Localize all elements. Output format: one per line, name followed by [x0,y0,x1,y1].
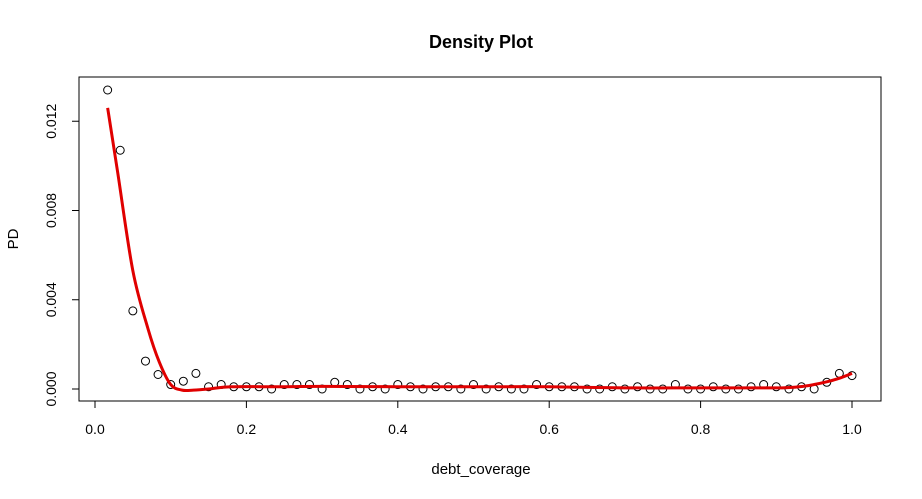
data-point [393,380,403,390]
x-tick-label: 0.6 [539,421,559,437]
data-point [140,356,150,366]
data-point [166,380,176,390]
data-point [481,384,491,394]
data-point [191,368,201,378]
x-tick-label: 0.2 [237,421,257,437]
plot-frame [78,76,882,402]
data-point [582,384,592,394]
y-axis-label: PD [5,228,22,249]
data-point [304,380,314,390]
x-tick-label: 0.0 [85,421,105,437]
y-axis: 0.000 0.004 0.008 0.012 [43,104,80,407]
data-point [204,382,214,392]
y-tick-label: 0.000 [43,371,59,406]
data-point [128,306,138,316]
x-axis-label: debt_coverage [431,461,530,478]
y-tick-label: 0.012 [43,104,59,139]
data-point [519,384,529,394]
data-point [532,380,542,390]
x-tick-label: 0.4 [388,421,408,437]
smooth-line [106,107,853,393]
data-point [292,380,302,390]
x-tick-label: 0.8 [691,421,711,437]
data-point [279,380,289,390]
data-point [342,380,352,390]
data-points [103,85,857,394]
x-tick-label: 1.0 [842,421,862,437]
data-point [355,384,365,394]
y-tick-label: 0.004 [43,282,59,317]
data-point [380,384,390,394]
data-point [267,384,277,394]
data-point [115,145,125,155]
y-tick-label: 0.008 [43,193,59,228]
chart-title: Density Plot [429,32,533,52]
data-point [178,376,188,386]
smooth-lines [106,107,853,393]
data-point [103,85,113,95]
data-point [153,369,163,379]
data-point [418,384,428,394]
data-point [456,384,466,394]
x-axis: 0.0 0.2 0.4 0.6 0.8 1.0 [85,400,862,437]
data-point [506,384,516,394]
data-point [469,380,478,390]
